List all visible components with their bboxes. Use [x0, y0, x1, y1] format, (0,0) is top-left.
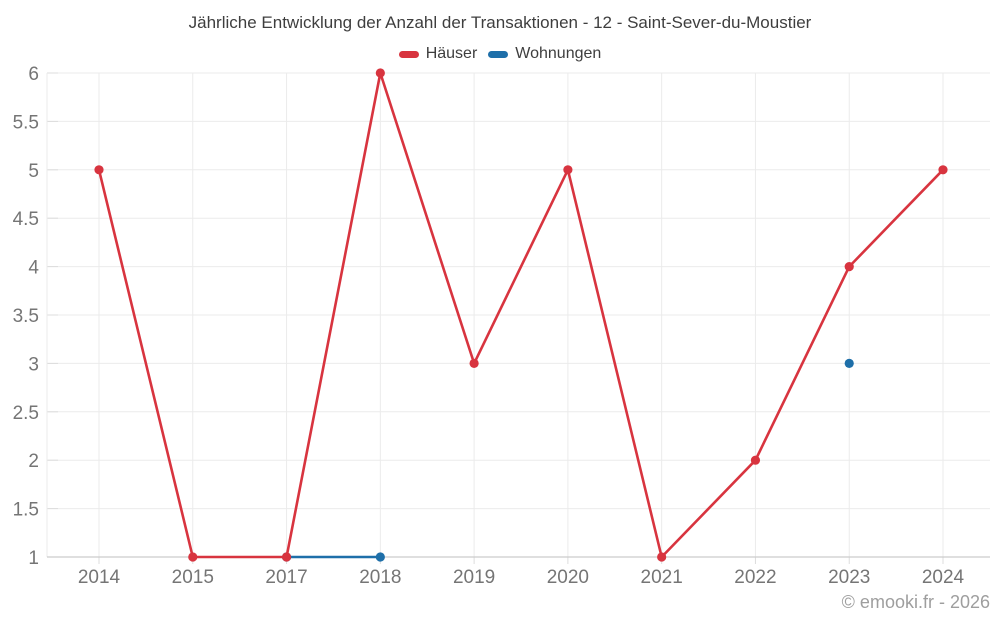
y-tick-label: 3.5 [13, 306, 39, 327]
data-point-Wohnungen-2018[interactable] [375, 552, 385, 562]
legend-label-haeuser: Häuser [425, 45, 478, 62]
series-line-Häuser [97, 71, 945, 559]
legend-item-haeuser[interactable]: Häuser [398, 45, 478, 63]
data-point-Häuser-2014[interactable] [94, 165, 104, 175]
data-point-Häuser-2023[interactable] [844, 262, 854, 272]
chart-title: Jährliche Entwicklung der Anzahl der Tra… [188, 13, 812, 32]
y-tick-label: 5.5 [13, 112, 39, 133]
legend-item-wohnungen[interactable]: Wohnungen [488, 45, 601, 63]
x-tick-label: 2018 [359, 567, 401, 588]
y-tick-label: 3 [28, 354, 39, 375]
copyright-credit: © emooki.fr - 2026 [841, 592, 990, 612]
y-tick-label: 1 [28, 548, 39, 569]
x-tick-label: 2020 [547, 567, 589, 588]
x-tick-label: 2021 [641, 567, 683, 588]
data-point-Häuser-2024[interactable] [938, 165, 948, 175]
x-tick-label: 2015 [172, 567, 214, 588]
data-point-Häuser-2018[interactable] [375, 68, 385, 78]
data-point-Häuser-2021[interactable] [657, 552, 667, 562]
y-tick-label: 4 [28, 258, 39, 279]
y-tick-label: 2.5 [13, 403, 39, 424]
y-tick-label: 4.5 [13, 209, 39, 230]
data-point-Häuser-2020[interactable] [563, 165, 573, 175]
x-tick-label: 2014 [78, 567, 121, 588]
data-point-Häuser-2019[interactable] [469, 358, 479, 368]
legend-swatch-haeuser-icon [398, 50, 419, 58]
data-point-Häuser-2022[interactable] [750, 455, 761, 465]
y-tick-label: 2 [28, 451, 39, 472]
legend-swatch-wohnungen-icon [488, 50, 509, 58]
x-tick-label: 2017 [265, 567, 307, 588]
data-point-Häuser-2017[interactable] [281, 552, 292, 562]
y-tick-label: 5 [28, 161, 39, 182]
data-point-Häuser-2015[interactable] [188, 552, 198, 562]
legend-label-wohnungen: Wohnungen [515, 45, 602, 62]
x-tick-label: 2019 [453, 567, 495, 588]
data-point-Wohnungen-2023[interactable] [844, 358, 854, 368]
x-tick-label: 2024 [922, 567, 965, 588]
x-tick-label: 2023 [828, 567, 870, 588]
x-tick-label: 2022 [734, 567, 776, 588]
chart-legend: Häuser Wohnungen [0, 45, 1000, 63]
y-tick-label: 6 [28, 64, 39, 85]
y-tick-label: 1.5 [13, 500, 39, 521]
